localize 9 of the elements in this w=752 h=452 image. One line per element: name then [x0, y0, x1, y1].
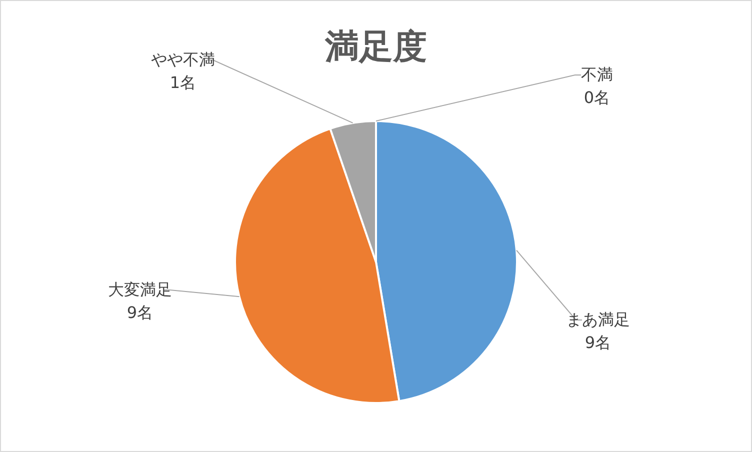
data-label: 1名 [170, 73, 196, 92]
text: 0名 [584, 88, 610, 107]
data-label: 9名 [126, 303, 154, 322]
slice-label: まあ満足 [566, 310, 630, 329]
data-label: 9名 [584, 333, 612, 352]
slice-label: 大変満足 [108, 280, 172, 299]
category-label: 不満 [581, 65, 613, 84]
slice-label: やや不満 [151, 50, 215, 69]
chart-title: 満足度 [324, 27, 427, 67]
